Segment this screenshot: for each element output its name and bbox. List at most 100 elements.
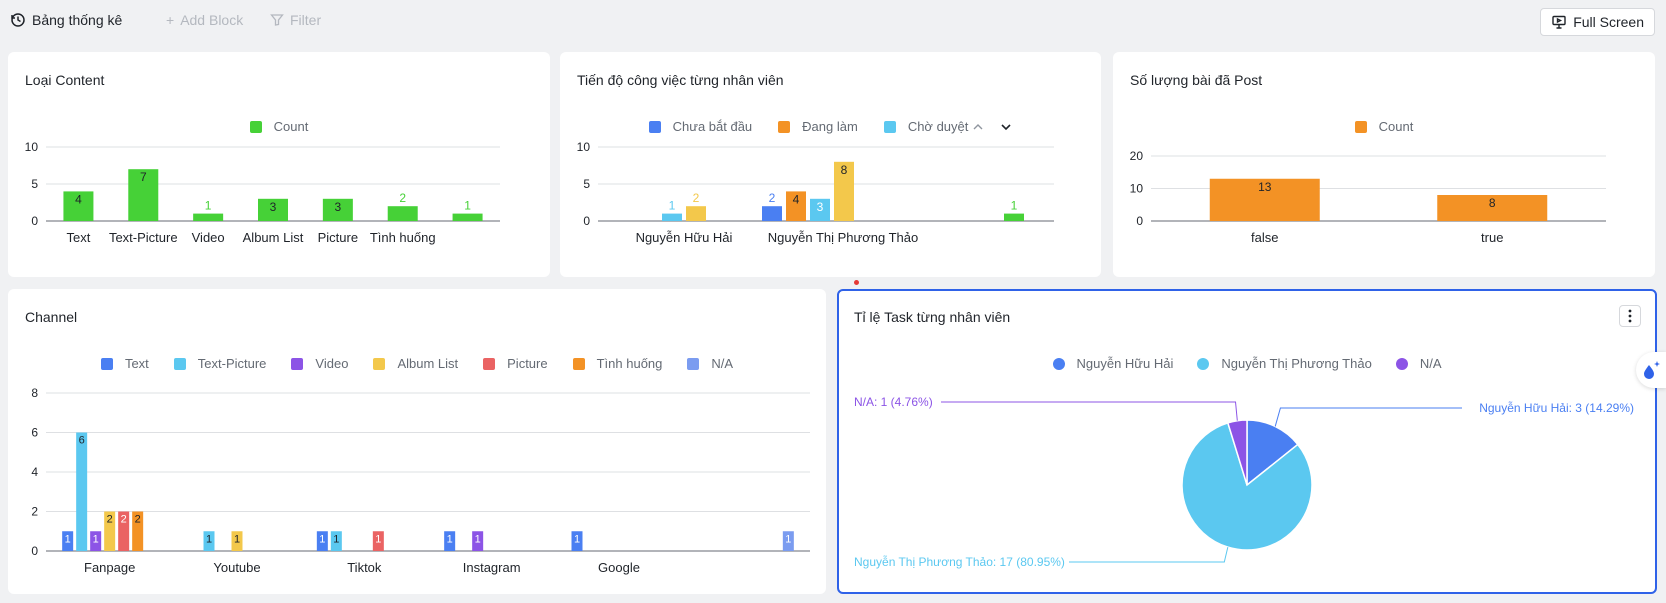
card-loai-content[interactable]: Loại Content Count 0 5 10 4 Text 7 Text-Pictur… <box>8 52 550 277</box>
data-label: 2 <box>107 514 113 526</box>
legend-item-cho-duyet[interactable]: Chờ duyệt <box>883 119 1013 134</box>
legend-item-count[interactable]: Count <box>249 119 308 134</box>
legend-label: Album List <box>397 356 459 371</box>
legend-item-nguyen-huu-hai[interactable]: Nguyễn Hữu Hải <box>1052 356 1173 371</box>
filter-icon <box>270 14 284 26</box>
legend-item-video[interactable]: Video <box>291 356 348 371</box>
legend-swatch <box>778 120 791 133</box>
legend-item-album-list[interactable]: Album List <box>373 356 458 371</box>
legend-swatch <box>249 120 262 133</box>
legend-swatch <box>1354 120 1367 133</box>
more-options-button[interactable] <box>1619 305 1641 327</box>
card-so-luong[interactable]: Số lượng bài đã Post Count 0 10 20 13 false 8… <box>1113 52 1655 277</box>
chart-legend: Count <box>1113 119 1655 134</box>
legend-label: Picture <box>507 356 548 371</box>
add-block-label: Add Block <box>180 12 244 28</box>
pie-chart-ti-le: Nguyễn Hữu Hải: 3 (14.29%) Nguyễn Thị Phư… <box>854 395 1634 569</box>
dashboard-title[interactable]: Bảng thống kê <box>10 12 122 28</box>
legend-label: N/A <box>711 356 734 371</box>
legend-swatch <box>687 357 700 370</box>
bar <box>1437 195 1548 221</box>
data-label: 1 <box>464 199 471 213</box>
filter-button[interactable]: Filter <box>270 12 321 28</box>
y-tick-label: 20 <box>1130 149 1144 163</box>
more-vertical-icon <box>1628 309 1632 323</box>
filter-label: Filter <box>290 12 322 28</box>
slice-label: N/A: 1 (4.76%) <box>854 395 933 409</box>
legend-item-text-picture[interactable]: Text-Picture <box>173 356 266 371</box>
legend-item-chua-bat-dau[interactable]: Chưa bắt đầu <box>648 119 752 134</box>
legend-item-picture[interactable]: Picture <box>483 356 548 371</box>
bar <box>387 206 418 221</box>
chart-legend: Text Text-Picture Video Album List Pictu… <box>8 356 826 371</box>
chevron-down-icon[interactable] <box>1000 121 1012 133</box>
bar-chart-loai-content: 0 5 10 4 Text 7 Text-Picture 1 Video 3 Album List 3… <box>25 140 500 245</box>
legend-label: N/A <box>1419 356 1442 371</box>
y-tick-label: 2 <box>31 505 38 519</box>
x-tick-label: false <box>1251 230 1278 245</box>
bar <box>90 531 102 551</box>
card-channel[interactable]: Channel Text Text-Picture Video Album Li… <box>8 289 826 594</box>
chevron-up-icon[interactable] <box>972 121 984 133</box>
pie-slice <box>1246 419 1299 487</box>
card-tien-do[interactable]: Tiến độ công việc từng nhân viên Chưa bắ… <box>560 52 1101 277</box>
data-label: 7 <box>140 170 147 184</box>
data-label: 3 <box>335 200 342 214</box>
slice-label: Nguyễn Thị Phương Thảo: 17 (80.95%) <box>854 554 1065 569</box>
bar <box>118 511 130 551</box>
y-tick-label: 10 <box>1130 182 1144 196</box>
pie-slice <box>1226 419 1248 486</box>
bar <box>662 213 682 221</box>
x-tick-label: Text-Picture <box>109 230 178 245</box>
bar-chart-tien-do: 0 5 10 1 2 Nguyễn Hữu Hải 2 4 3 8 Nguyễn Thị Phươn… <box>577 140 1054 245</box>
data-label: 1 <box>1011 199 1018 213</box>
data-label: 1 <box>65 533 71 545</box>
legend-swatch <box>173 357 186 370</box>
bar <box>1004 213 1024 221</box>
y-tick-label: 0 <box>31 544 38 558</box>
data-label: 2 <box>121 514 127 526</box>
full-screen-button[interactable]: Full Screen <box>1540 8 1655 36</box>
add-block-button[interactable]: + Add Block <box>166 12 243 28</box>
bar <box>472 531 484 551</box>
y-tick-label: 0 <box>1136 214 1143 228</box>
legend-item-na[interactable]: N/A <box>687 356 733 371</box>
bar <box>316 531 328 551</box>
legend-label: Count <box>1378 119 1414 134</box>
legend-item-text[interactable]: Text <box>100 356 149 371</box>
bar <box>322 198 353 221</box>
legend-item-tinh-huong[interactable]: Tình huống <box>572 356 662 371</box>
card-ti-le[interactable]: Tỉ lệ Task từng nhân viên Nguyễn Hữu Hải… <box>837 289 1657 594</box>
bar <box>231 531 243 551</box>
data-label: 3 <box>817 200 824 214</box>
data-label: 1 <box>234 533 240 545</box>
x-tick-label: Fanpage <box>84 560 135 575</box>
data-label: 1 <box>475 533 481 545</box>
legend-swatch <box>883 120 896 133</box>
x-tick-label: Nguyễn Thị Phương Thảo <box>768 230 918 245</box>
data-label: 1 <box>669 199 676 213</box>
data-label: 2 <box>693 191 700 205</box>
drop-indicator-dot <box>854 280 859 285</box>
bar <box>203 531 215 551</box>
x-tick-label: Tiktok <box>347 560 382 575</box>
legend-item-count[interactable]: Count <box>1354 119 1414 134</box>
legend-label: Video <box>315 356 349 371</box>
plus-icon: + <box>166 12 175 28</box>
legend-item-dang-lam[interactable]: Đang làm <box>778 119 858 134</box>
legend-swatch <box>572 357 585 370</box>
card-title: Số lượng bài đã Post <box>1130 72 1263 88</box>
ai-assistant-button[interactable] <box>1636 352 1666 388</box>
legend-swatch <box>100 357 113 370</box>
legend-item-nguyen-thi-phuong-thao[interactable]: Nguyễn Thị Phương Thảo <box>1197 356 1372 371</box>
bar <box>128 169 159 221</box>
legend-item-na[interactable]: N/A <box>1395 356 1442 371</box>
bar <box>782 531 794 551</box>
chart-legend: Count <box>8 119 550 134</box>
legend-label: Text <box>124 356 149 371</box>
legend-swatch <box>373 357 386 370</box>
y-tick-label: 6 <box>31 426 38 440</box>
legend-dot <box>1395 357 1408 370</box>
label-leader-line <box>1069 546 1229 563</box>
presentation-icon <box>1552 15 1566 29</box>
